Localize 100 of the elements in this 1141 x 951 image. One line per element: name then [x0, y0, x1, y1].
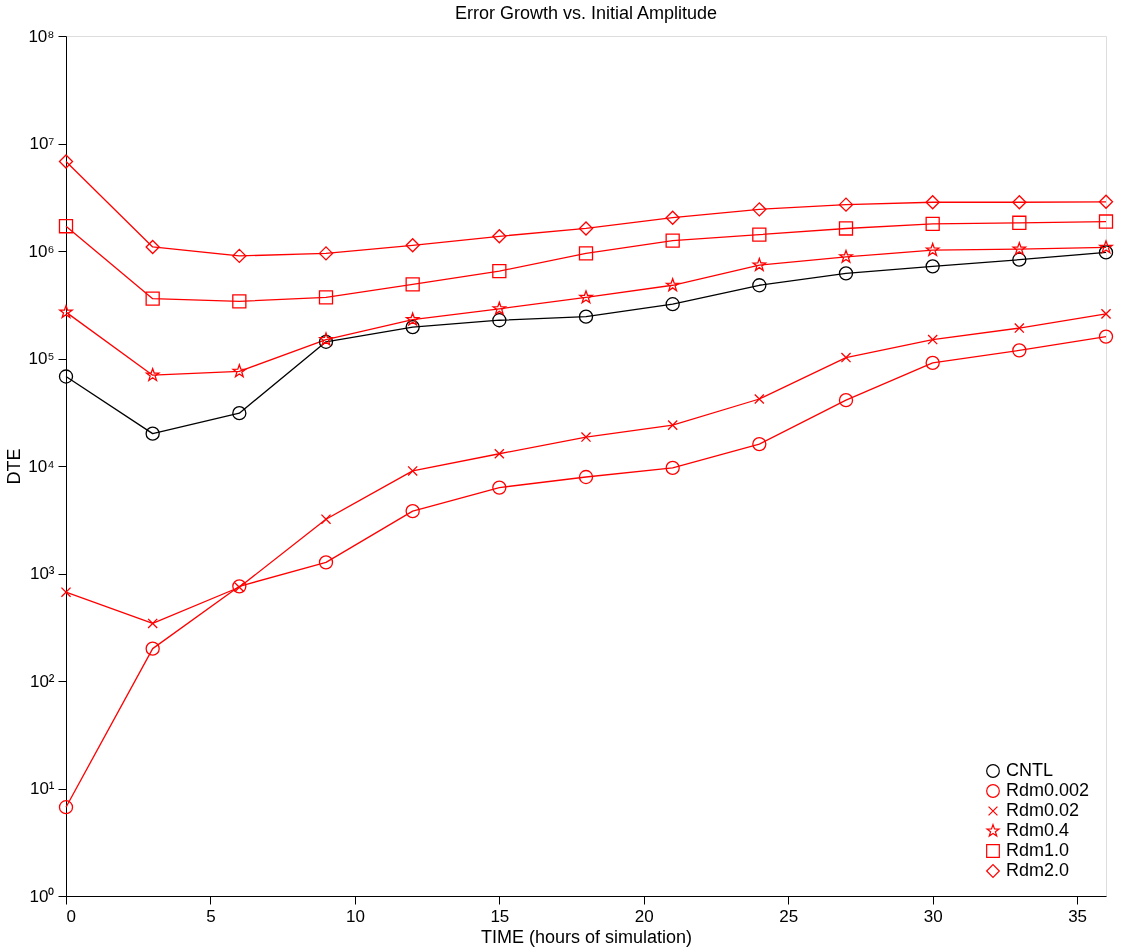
- point: [925, 216, 940, 231]
- point: [58, 800, 74, 815]
- point: [667, 419, 678, 431]
- point: [58, 154, 74, 169]
- point: [1012, 242, 1027, 256]
- point: [405, 238, 420, 253]
- point: [752, 278, 767, 293]
- point: [927, 334, 938, 345]
- point: [1014, 322, 1025, 334]
- point: [492, 301, 507, 315]
- point: [58, 369, 74, 384]
- point: [1012, 343, 1027, 358]
- point: [318, 555, 334, 570]
- point: [840, 352, 852, 363]
- point: [147, 618, 158, 629]
- point: [754, 393, 765, 405]
- point: [145, 426, 160, 441]
- point: [925, 242, 940, 256]
- y-tick-label: 10⁶: [28, 241, 55, 261]
- point: [752, 227, 767, 242]
- point: [838, 221, 854, 236]
- point: [578, 246, 594, 261]
- point: [60, 586, 72, 598]
- point: [1098, 194, 1114, 209]
- point: [1098, 329, 1114, 344]
- point: [665, 297, 680, 312]
- point: [320, 513, 332, 525]
- y-tick-label: 10²: [29, 671, 55, 691]
- x-tick-label: 25: [779, 906, 799, 926]
- point: [579, 290, 593, 304]
- point: [405, 504, 420, 519]
- point: [1098, 214, 1114, 229]
- y-tick-label: 10⁸: [28, 26, 55, 46]
- x-tick-label: 35: [1068, 906, 1088, 926]
- point: [318, 290, 334, 305]
- point: [492, 313, 507, 328]
- x-tick-label: 20: [634, 906, 654, 926]
- y-axis-title: DTE: [4, 448, 25, 485]
- legend-label: Rdm0.002: [1006, 780, 1090, 800]
- point: [578, 469, 594, 485]
- point: [145, 367, 160, 382]
- point: [665, 210, 680, 225]
- y-tick-label: 10⁵: [28, 349, 55, 368]
- point: [232, 364, 247, 378]
- point: [752, 257, 767, 271]
- point: [232, 248, 247, 264]
- point: [492, 263, 507, 279]
- point: [1012, 215, 1027, 230]
- x-tick-label: 0: [66, 906, 76, 926]
- y-tick-label: 10⁴: [28, 456, 55, 476]
- point: [578, 221, 594, 236]
- point: [925, 259, 940, 274]
- point: [665, 278, 680, 292]
- y-tick-label: 10⁰: [29, 886, 55, 906]
- point: [752, 436, 767, 452]
- x-tick-label: 10: [345, 906, 365, 926]
- point: [838, 266, 854, 281]
- legend-label: Rdm0.02: [1006, 800, 1080, 820]
- point: [925, 195, 940, 210]
- point: [752, 202, 767, 217]
- point: [405, 319, 420, 335]
- point: [925, 355, 940, 371]
- point: [1012, 252, 1027, 267]
- point: [405, 312, 420, 326]
- point: [665, 233, 680, 248]
- point: [232, 294, 247, 309]
- point: [405, 277, 420, 292]
- point: [665, 460, 680, 476]
- point: [839, 249, 853, 263]
- point: [494, 448, 505, 459]
- point: [232, 406, 247, 421]
- point: [1012, 195, 1027, 210]
- x-axis-title: TIME (hours of simulation): [480, 926, 693, 947]
- point: [145, 641, 160, 656]
- point: [580, 431, 592, 443]
- point: [838, 392, 854, 408]
- legend-label: Rdm1.0: [1006, 840, 1070, 860]
- chart-title: Error Growth vs. Initial Amplitude: [454, 3, 718, 23]
- point: [492, 480, 507, 495]
- point: [492, 229, 507, 244]
- legend-label: Rdm2.0: [1006, 860, 1070, 880]
- point: [1099, 240, 1113, 254]
- point: [318, 246, 334, 261]
- legend-label: CNTL: [1006, 760, 1054, 780]
- point: [145, 239, 160, 255]
- point: [1098, 245, 1114, 260]
- point: [407, 465, 418, 477]
- legend-label: Rdm0.4: [1006, 820, 1070, 840]
- point: [838, 197, 854, 212]
- y-tick-label: 10³: [29, 564, 55, 583]
- point: [59, 304, 73, 319]
- point: [58, 219, 74, 234]
- point: [578, 309, 594, 324]
- y-tick-label: 10⁷: [29, 134, 55, 153]
- x-tick-label: 5: [206, 906, 216, 926]
- x-tick-label: 15: [490, 906, 510, 926]
- y-tick-label: 10¹: [29, 779, 55, 798]
- x-tick-label: 30: [923, 906, 943, 926]
- point: [1100, 308, 1112, 320]
- point: [145, 291, 160, 306]
